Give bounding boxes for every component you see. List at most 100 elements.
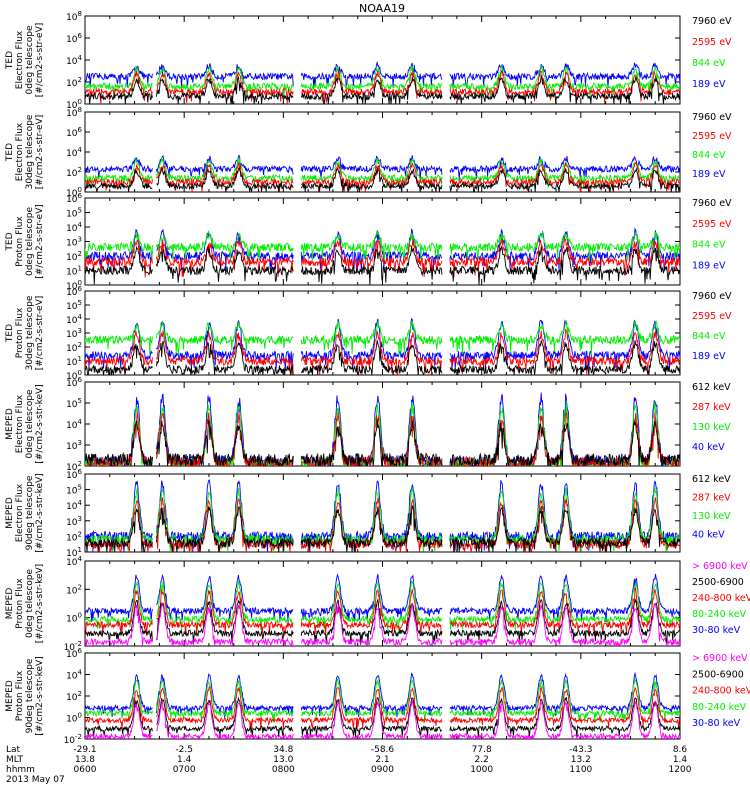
instrument-label: MEPED bbox=[5, 588, 15, 620]
legend-red: 2595 eV bbox=[692, 219, 732, 230]
series-red bbox=[85, 685, 680, 730]
ylabel-line: Electron Flux bbox=[15, 483, 25, 542]
lat-tick: -29.1 bbox=[73, 745, 96, 755]
series-red bbox=[85, 69, 680, 104]
panel-5: 102 103 104 105 106 MEPED Electron Flux 0deg te… bbox=[5, 376, 731, 473]
series-red bbox=[85, 237, 680, 278]
series-blue bbox=[85, 573, 680, 623]
series-green bbox=[85, 487, 680, 552]
ytick-label: 103 bbox=[66, 327, 82, 340]
ytick-label: 106 bbox=[66, 468, 82, 481]
instrument-label: TED bbox=[5, 51, 15, 70]
lat-tick: -43.3 bbox=[569, 745, 592, 755]
legend-green: 844 eV bbox=[692, 240, 726, 251]
ytick-label: 104 bbox=[66, 146, 82, 159]
series-magenta bbox=[85, 601, 680, 646]
ylabel-line: 0deg telescope bbox=[25, 389, 35, 459]
legend-black: 7960 eV bbox=[692, 112, 732, 123]
ytick-label: 105 bbox=[66, 299, 82, 312]
ylabel-line: 0deg telescope bbox=[25, 207, 35, 277]
ylabel-line: Proton Flux bbox=[15, 216, 25, 267]
series-red bbox=[85, 497, 680, 552]
series-group bbox=[85, 317, 680, 375]
legend-blue: 189 eV bbox=[692, 79, 726, 90]
panel-6: 101 102 103 104 105 106 MEPED Electron Flux 90de… bbox=[5, 468, 731, 559]
series-black bbox=[85, 167, 680, 192]
ytick-label: 106 bbox=[66, 285, 82, 298]
series-blue bbox=[85, 154, 680, 180]
series-group bbox=[85, 227, 680, 285]
mlt-tick: 2.1 bbox=[375, 755, 389, 765]
series-group bbox=[85, 573, 680, 646]
ytick-label: 102 bbox=[66, 166, 82, 179]
legend-blue: 189 eV bbox=[692, 260, 726, 271]
ytick-label: 100 bbox=[66, 186, 82, 199]
ytick-label: 102 bbox=[66, 690, 82, 703]
legend-blue: 40 keV bbox=[692, 529, 725, 540]
bottom-row-label: 2013 May 07 bbox=[6, 775, 65, 785]
chart-title: NOAA19 bbox=[359, 2, 405, 15]
ylabel-line: [#/cm2-s-str-eV] bbox=[35, 23, 45, 98]
legend-black: 2500-6900 bbox=[692, 577, 744, 588]
mlt-tick: 1.4 bbox=[177, 755, 192, 765]
series-green bbox=[85, 157, 680, 188]
legend-red: 2595 eV bbox=[692, 131, 732, 142]
ylabel-line: 0deg telescope bbox=[25, 25, 35, 95]
ytick-label: 106 bbox=[66, 32, 82, 45]
ytick-label: 104 bbox=[66, 555, 82, 568]
series-group bbox=[85, 154, 680, 192]
series-black bbox=[85, 505, 680, 552]
ylabel-line: Proton Flux bbox=[15, 307, 25, 358]
ylabel-line: 30deg telescope bbox=[25, 295, 35, 370]
ytick-label: 10-2 bbox=[64, 640, 82, 653]
lat-tick: -2.5 bbox=[175, 745, 193, 755]
instrument-label: TED bbox=[5, 232, 15, 251]
panel-7: 10-2 100 102 104 MEPED Proton Flux 0deg telesc… bbox=[5, 555, 750, 653]
legend-green: 844 eV bbox=[692, 331, 726, 342]
series-blue bbox=[85, 227, 680, 272]
ytick-label: 104 bbox=[66, 313, 82, 326]
ytick-label: 101 bbox=[66, 355, 82, 368]
panel-2: 100 102 104 106 108 TED Electron Flux 30deg tel… bbox=[5, 106, 732, 199]
instrument-label: TED bbox=[5, 143, 15, 162]
ytick-label: 101 bbox=[66, 265, 82, 278]
hhmm-tick: 1000 bbox=[470, 765, 493, 775]
ytick-label: 100 bbox=[66, 712, 82, 725]
ylabel-group: TED Proton Flux 30deg telescope [#/cm2-s-st… bbox=[5, 295, 45, 370]
ytick-label: 105 bbox=[66, 207, 82, 220]
legend-blue: 30-80 keV bbox=[692, 625, 741, 636]
legend-magenta: > 6900 keV bbox=[692, 653, 748, 664]
ytick-label: 102 bbox=[66, 341, 82, 354]
mlt-tick: 13.2 bbox=[571, 755, 591, 765]
series-red bbox=[85, 587, 680, 637]
series-green bbox=[85, 580, 680, 632]
series-group bbox=[85, 60, 680, 104]
legend-black: 7960 eV bbox=[692, 16, 732, 27]
legend-red: 2595 eV bbox=[692, 37, 732, 48]
legend-black: 7960 eV bbox=[692, 291, 732, 302]
ytick-label: 108 bbox=[66, 106, 82, 119]
ylabel-line: 0deg telescope bbox=[25, 569, 35, 639]
legend-blue: 40 keV bbox=[692, 442, 725, 453]
series-black bbox=[85, 419, 680, 466]
legend-green: 130 keV bbox=[692, 511, 731, 522]
instrument-label: MEPED bbox=[5, 497, 15, 529]
legend-blue: 30-80 keV bbox=[692, 718, 741, 729]
legend-black: 2500-6900 bbox=[692, 669, 744, 680]
series-black bbox=[85, 245, 680, 285]
instrument-label: MEPED bbox=[5, 680, 15, 712]
series-blue bbox=[85, 479, 680, 552]
ytick-label: 105 bbox=[66, 484, 82, 497]
mlt-tick: 1.4 bbox=[673, 755, 688, 765]
series-black bbox=[85, 74, 680, 104]
legend-red: 240-800 keV bbox=[692, 686, 750, 697]
ytick-label: 106 bbox=[66, 192, 82, 205]
legend-red: 240-800 keV bbox=[692, 593, 750, 604]
ylabel-line: Electron Flux bbox=[15, 394, 25, 453]
legend-black: 612 keV bbox=[692, 382, 731, 393]
ylabel-group: TED Electron Flux 30deg telescope [#/cm2-s-… bbox=[5, 114, 45, 189]
